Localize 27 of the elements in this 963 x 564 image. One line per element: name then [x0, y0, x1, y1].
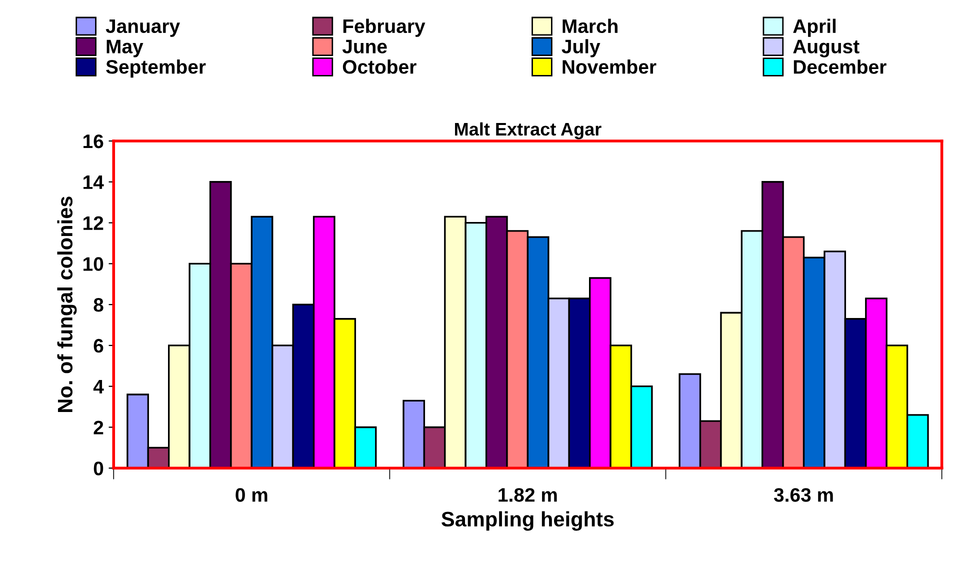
legend-label: April [793, 18, 836, 37]
x-axis-title: Sampling heights [442, 511, 614, 531]
y-tick-label: 4 [93, 380, 104, 394]
legend-label: March [562, 18, 618, 34]
y-tick-label: 8 [94, 298, 104, 312]
y-tick-label: 2 [94, 420, 104, 434]
legend-label: October [342, 60, 416, 74]
chart-title: Malt Extract Agar [455, 122, 602, 140]
y-tick-label: 12 [84, 216, 104, 230]
legend-label: July [562, 39, 600, 58]
legend-label: August [793, 40, 860, 58]
y-axis-title: No. of fungal colonies [57, 196, 77, 412]
legend-label: January [106, 19, 180, 37]
legend-label: December [794, 60, 886, 74]
legend-label: February [343, 18, 426, 37]
y-tick-label: 10 [84, 257, 104, 271]
x-tick-label: 0 m [236, 488, 268, 502]
x-tick-label: 1.82 m [498, 488, 557, 502]
legend-label: November [562, 60, 656, 74]
legend-label: September [106, 60, 206, 78]
y-tick-label: 6 [94, 338, 104, 353]
y-tick-label: 16 [84, 134, 104, 148]
x-tick-label: 3.63 m [774, 488, 833, 502]
y-tick-label: 14 [84, 176, 104, 189]
legend-label: June [342, 40, 387, 54]
legend-label: May [106, 40, 144, 58]
y-tick-label: 0 [94, 462, 104, 476]
